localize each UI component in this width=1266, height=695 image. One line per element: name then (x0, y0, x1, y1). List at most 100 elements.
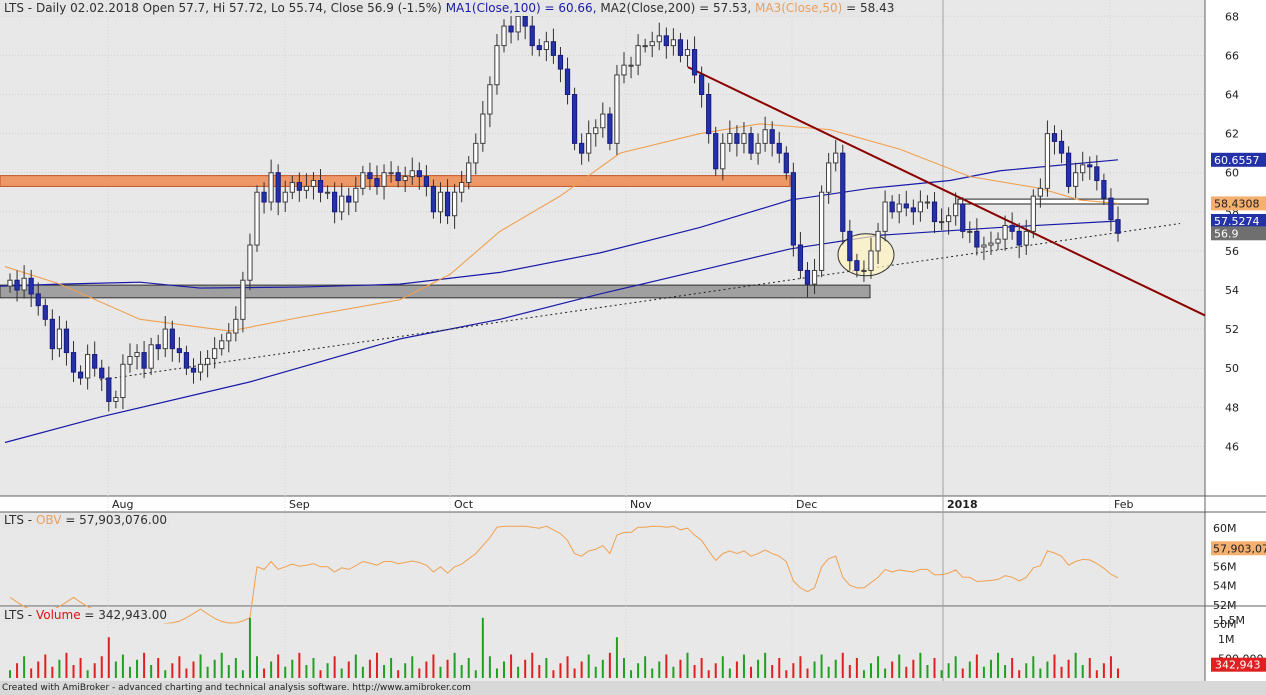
obv-tick-label: 50M (1213, 618, 1237, 631)
candle-body (346, 195, 352, 203)
candle-body (226, 332, 232, 342)
ma50-line (4, 123, 1119, 332)
candle-body (614, 74, 620, 144)
candle-body (1058, 140, 1065, 154)
candle-body (868, 250, 874, 271)
candle-body (176, 348, 182, 354)
obv-header-symbol: LTS (4, 513, 24, 527)
candle-body (353, 187, 359, 203)
candle-body (473, 142, 479, 164)
volume-tick-label: 1.5M (1218, 614, 1245, 627)
price-tag-bg (1211, 213, 1266, 228)
month-label: Aug (112, 498, 133, 511)
candle-body (635, 45, 641, 66)
candle-body (1073, 172, 1079, 187)
candle-body (127, 355, 133, 365)
candle-body (522, 15, 528, 27)
price-header-summary: Daily 02.02.2018 Open 57.7, Hi 57.72, Lo… (35, 1, 442, 15)
candle-body (593, 127, 599, 135)
footer-credit: Created with AmiBroker - advanced charti… (2, 683, 471, 693)
price-tag-label: 58.4308 (1214, 197, 1260, 210)
candle-body (804, 269, 811, 285)
candle-body (931, 201, 938, 223)
candle-body (197, 363, 204, 373)
price-tag-bg (1211, 152, 1266, 167)
ma3-label: MA3(Close,50) (755, 1, 843, 15)
volume-header-name: Volume (35, 608, 81, 622)
candle-body (1009, 224, 1015, 232)
candle-body (480, 113, 486, 144)
obv-line (9, 525, 1119, 624)
price-tick-label: 52 (1225, 323, 1239, 336)
obv-header: LTS - OBV = 57,903,076.00 (2, 513, 169, 528)
ma3-value: = 58.43 (846, 1, 895, 15)
candle-body (268, 172, 274, 203)
candle-body (508, 25, 514, 33)
candle-body (1108, 197, 1114, 221)
month-label: Nov (630, 498, 652, 511)
candle-body (607, 113, 613, 144)
candle-body (571, 94, 578, 144)
candle-body (487, 84, 493, 115)
candle-body (423, 176, 429, 187)
candle-body (437, 191, 444, 213)
candle-body (840, 152, 846, 232)
candle-body (324, 191, 331, 194)
candle-body (967, 230, 973, 233)
candle-body (889, 201, 895, 213)
candle-body (557, 54, 564, 70)
candle-body (212, 348, 218, 359)
candle-body (896, 203, 902, 213)
candle-body (49, 318, 55, 350)
candle-body (720, 142, 726, 170)
candle-body (339, 195, 345, 213)
price-tag-label: 60.6557 (1214, 154, 1260, 167)
candle-body (727, 133, 733, 144)
candle-body (656, 35, 662, 43)
candle-body (459, 181, 465, 193)
candle-body (310, 180, 317, 187)
support-box (957, 198, 1149, 205)
candle-body (367, 172, 373, 180)
volume-header: LTS - Volume = 342,943.00 (2, 608, 169, 623)
candle-body (155, 344, 161, 350)
candle-body (818, 191, 825, 271)
candle-body (92, 354, 98, 369)
obv-tag-bg (1211, 541, 1266, 556)
candle-body (515, 15, 521, 33)
candle-body (536, 45, 542, 51)
candle-body (649, 41, 655, 47)
candle-body (1016, 230, 1022, 246)
candle-body (1030, 195, 1036, 232)
candle-body (35, 293, 41, 307)
candle-body (120, 363, 126, 399)
candle-body (141, 352, 147, 369)
candle-body (444, 191, 451, 217)
candle-body (416, 170, 422, 178)
candle-body (374, 178, 380, 187)
candle-body (28, 277, 34, 295)
candle-body (875, 230, 881, 252)
candle-body (903, 203, 909, 209)
candle-body (600, 113, 606, 129)
price-tick-label: 56 (1225, 245, 1239, 258)
candle-body (748, 133, 754, 154)
candle-body (70, 352, 77, 373)
price-tag-label: 56.9 (1214, 227, 1239, 240)
candle-body (240, 279, 246, 320)
candle-body (670, 39, 677, 47)
candle-body (296, 181, 302, 191)
candle-body (106, 377, 112, 402)
price-tag-bg (1211, 226, 1266, 241)
candle-body (586, 133, 592, 154)
candle-body (663, 35, 669, 47)
candle-body (451, 191, 458, 217)
ma100-line (0, 159, 1119, 289)
candle-body (289, 181, 295, 193)
price-tick-label: 46 (1225, 440, 1239, 453)
candle-body (317, 180, 324, 193)
obv-pane-bg (0, 512, 1205, 606)
candle-body (783, 152, 789, 174)
candle-body (677, 39, 684, 56)
